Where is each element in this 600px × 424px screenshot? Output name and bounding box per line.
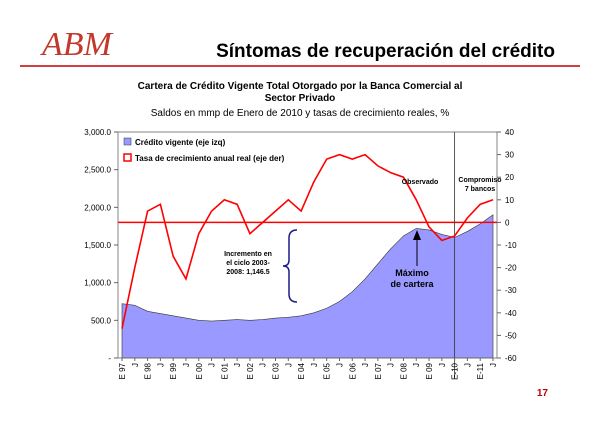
y-tick-label: 1,000.0 [84, 279, 111, 288]
x-tick-label: J [335, 363, 344, 367]
x-tick-label: J [489, 363, 498, 367]
annotation: de cartera [390, 279, 434, 289]
chart-title: Sector Privado [265, 93, 336, 104]
y2-tick-label: 20 [505, 173, 514, 182]
x-tick-label: E 01 [220, 362, 229, 379]
x-tick-label: J [156, 363, 165, 367]
chart-title: Cartera de Crédito Vigente Total Otorgad… [138, 81, 463, 92]
x-tick-label: E 09 [425, 362, 434, 379]
y-tick-label: 2,500.0 [84, 166, 111, 175]
x-tick-label: E-11 [476, 362, 485, 379]
brace [282, 229, 298, 303]
x-tick-label: J [284, 363, 293, 367]
x-tick-label: E 07 [374, 362, 383, 379]
x-tick-label: E 98 [144, 362, 153, 379]
y2-tick-label: 0 [505, 218, 510, 227]
legend-swatch [123, 153, 132, 162]
y2-tick-label: -30 [505, 286, 517, 295]
y-tick-label: 500.0 [91, 316, 112, 325]
annotation: Incremento en [224, 251, 272, 258]
arrow-head [413, 230, 421, 240]
line [121, 153, 494, 329]
annotation: Máximo [395, 268, 429, 278]
y-tick-label: - [108, 354, 111, 363]
annotation: Observado [402, 179, 439, 186]
plot: - 500.0 1,000.0 1,500.0 2,000.0 2,500.0 3,000.… [84, 128, 517, 380]
x-tick-label: E 06 [348, 362, 357, 379]
y-tick-label: 3,000.0 [84, 128, 111, 137]
logo: ABM [40, 26, 114, 63]
x-tick-label: E 99 [169, 362, 178, 379]
legend-label: Tasa de crecimiento anual real (eje der) [135, 154, 285, 163]
x-tick-label: J [182, 363, 191, 367]
x-tick-label: E 00 [195, 362, 204, 379]
x-tick-label: E-10 [451, 362, 460, 379]
y2-tick-label: -10 [505, 241, 517, 250]
x-tick-label: J [310, 363, 319, 367]
legend-label: Crédito vigente (eje izq) [135, 138, 226, 147]
y2-tick-label: -20 [505, 264, 517, 273]
x-tick-label: E 97 [118, 362, 127, 379]
x-tick-label: J [131, 363, 140, 367]
x-tick-label: E 02 [246, 362, 255, 379]
x-tick-label: J [259, 363, 268, 367]
x-tick-label: J [233, 363, 242, 367]
y2-tick-label: -50 [505, 331, 517, 340]
y2-tick-label: 30 [505, 151, 514, 160]
x-tick-label: E 05 [323, 362, 332, 379]
y2-tick-label: -40 [505, 309, 517, 318]
chart-subtitle: Saldos en mmp de Enero de 2010 y tasas d… [151, 108, 450, 119]
y2-tick-label: 40 [505, 128, 514, 137]
x-tick-label: J [438, 363, 447, 367]
page-number: 17 [537, 388, 549, 399]
x-tick-label: J [412, 363, 421, 367]
annotation: 2008: 1,146.5 [226, 269, 269, 276]
x-tick-label: E 08 [399, 362, 408, 379]
area [121, 214, 494, 359]
x-tick-label: J [463, 363, 472, 367]
legend-swatch [123, 137, 132, 146]
annotation: 7 bancos [465, 186, 495, 193]
x-tick-label: E 03 [272, 362, 281, 379]
annotation: Compromiso [458, 177, 501, 184]
y2-tick-label: 10 [505, 196, 514, 205]
y-tick-label: 2,000.0 [84, 203, 111, 212]
slide-title: Síntomas de recuperación del crédito [216, 41, 555, 62]
x-tick-label: J [361, 363, 370, 367]
x-tick-label: J [387, 363, 396, 367]
x-tick-label: E 04 [297, 362, 306, 379]
x-tick-label: J [208, 363, 217, 367]
y-tick-label: 1,500.0 [84, 241, 111, 250]
y2-tick-label: -60 [505, 354, 517, 363]
annotation: el ciclo 2003- [226, 260, 270, 267]
